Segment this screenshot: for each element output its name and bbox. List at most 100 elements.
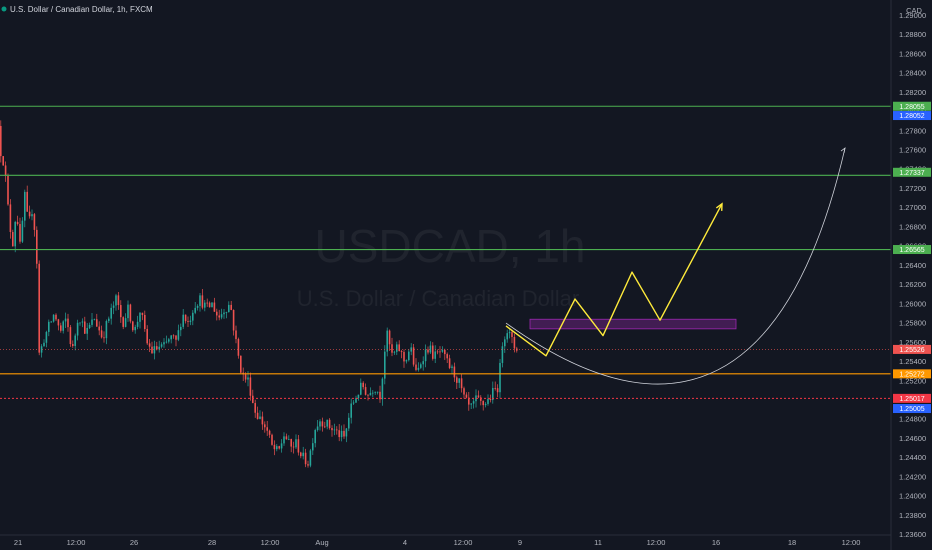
candle-body — [412, 347, 415, 365]
candle-body — [271, 434, 273, 445]
price-tag-text: 1.26565 — [899, 247, 924, 254]
price-tick-label: 1.26000 — [899, 299, 926, 308]
candle-body — [364, 387, 367, 395]
candle-body — [117, 295, 120, 306]
candle-body — [163, 342, 165, 345]
candle-body — [484, 403, 487, 406]
price-tick-label: 1.24600 — [899, 434, 926, 443]
candle-body — [194, 307, 196, 313]
time-tick-label: 12:00 — [67, 538, 86, 547]
price-tick-label: 1.27600 — [899, 146, 926, 155]
candle-body — [177, 330, 180, 340]
candle-body — [216, 311, 218, 316]
chart-header: U.S. Dollar / Canadian Dollar, 1h, FXCM — [1, 5, 153, 14]
candle-body — [432, 345, 434, 359]
candle-body — [304, 452, 307, 465]
price-tag-1.25272 — [893, 369, 931, 379]
watermark-ticker: USDCAD, 1h — [315, 220, 586, 272]
price-tag-text: 1.28055 — [899, 104, 924, 111]
candle-body — [398, 344, 400, 352]
price-tag-text: 1.28052 — [899, 113, 924, 120]
price-tick-label: 1.26800 — [899, 222, 926, 231]
candle-body — [489, 399, 492, 401]
price-tag-1.26565 — [893, 245, 931, 255]
price-tag-text: 1.25526 — [899, 347, 924, 354]
candle-body — [288, 439, 290, 440]
candle-body — [309, 450, 312, 466]
candle-body — [115, 295, 117, 306]
candle-body — [386, 330, 388, 352]
candle-body — [64, 318, 67, 322]
price-tick-label: 1.26400 — [899, 261, 926, 270]
price-tick-label: 1.24400 — [899, 453, 926, 462]
candle-body — [405, 360, 408, 362]
candle-body — [79, 322, 81, 324]
time-axis-labels[interactable]: 21 12:00 26 28 12:00 Aug 4 12:00 9 11 12:00 16 18 12:… — [14, 538, 861, 547]
price-tick-label: 1.28400 — [899, 69, 926, 78]
candle-body — [168, 339, 170, 342]
price-axis[interactable] — [891, 0, 932, 550]
candle-body — [441, 349, 444, 352]
candle-body — [292, 446, 295, 448]
candle-body — [4, 165, 7, 176]
time-tick-label: 12:00 — [261, 538, 280, 547]
time-tick-label: 28 — [208, 538, 216, 547]
price-axis-labels: 1.29000 1.28800 1.28600 1.28400 1.28200 1.280… — [899, 11, 926, 539]
candle-body — [501, 346, 504, 363]
candle-body — [33, 214, 36, 230]
candle-body — [86, 327, 88, 334]
price-tick-label: 1.28600 — [899, 49, 926, 58]
candle-body — [400, 351, 403, 352]
candle-body — [124, 318, 127, 327]
candle-body — [321, 421, 324, 427]
drawings — [505, 147, 846, 385]
price-tick-label: 1.27200 — [899, 184, 926, 193]
candle-body — [213, 302, 216, 312]
candle-body — [381, 378, 384, 400]
candle-body — [182, 314, 184, 327]
candle-body — [170, 335, 172, 340]
candle-body — [196, 305, 199, 308]
horizontal-levels — [0, 105, 891, 399]
candle-body — [69, 327, 72, 345]
candle-body — [276, 446, 278, 450]
candle-body — [345, 428, 348, 437]
candle-body — [225, 312, 228, 313]
price-tick-label: 1.28200 — [899, 88, 926, 97]
candle-body — [153, 346, 156, 354]
candle-body — [26, 191, 28, 212]
symbol-label: U.S. Dollar / Canadian Dollar, 1h, FXCM — [10, 5, 153, 14]
candle-body — [120, 305, 122, 318]
price-tag-1.28052 — [893, 111, 931, 121]
candle-body — [307, 464, 309, 466]
target-zone — [529, 318, 737, 330]
candle-body — [331, 428, 333, 431]
candle-body — [21, 220, 24, 242]
candle-body — [333, 429, 336, 431]
time-tick-label: 16 — [712, 538, 720, 547]
candle-body — [513, 336, 516, 349]
candle-body — [444, 349, 446, 355]
candle-body — [480, 397, 482, 401]
candle-body — [328, 419, 331, 429]
candle-body — [424, 349, 427, 362]
candle-body — [165, 341, 168, 343]
candle-body — [127, 304, 129, 319]
time-tick-label: 4 — [403, 538, 407, 547]
candle-body — [81, 321, 84, 323]
price-tick-label: 1.26200 — [899, 280, 926, 289]
candle-body — [211, 302, 213, 308]
candle-body — [499, 362, 501, 393]
candle-body — [324, 426, 326, 428]
candle-body — [456, 377, 458, 383]
candle-body — [470, 403, 472, 405]
candle-body — [93, 319, 96, 321]
candle-body — [256, 412, 259, 419]
candle-body — [31, 214, 33, 217]
candle-body — [24, 191, 26, 221]
candle-body — [415, 364, 417, 370]
price-tags: 1.28055 1.28052 1.27337 1.26565 1.25526 1.252… — [893, 101, 931, 414]
